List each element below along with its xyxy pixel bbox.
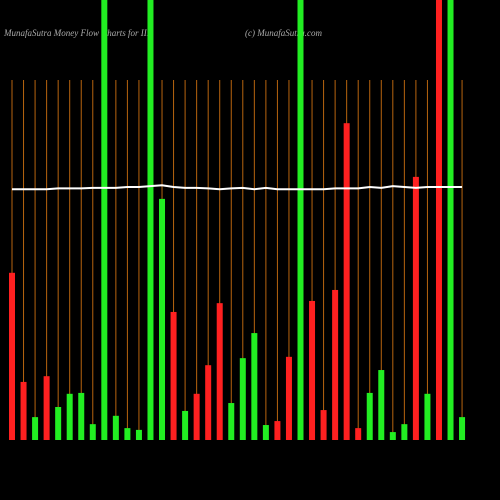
bar [66,393,73,440]
bar [170,311,177,440]
bar [182,410,189,440]
bar [389,432,396,440]
bar [343,123,350,440]
bar [378,370,385,440]
bar [205,365,212,440]
bar [147,0,154,440]
bar [239,358,246,440]
bar [101,0,108,440]
chart-subtitle: (c) MunafaSutra.com [245,28,322,38]
bar [332,289,339,440]
bar [32,417,39,440]
bar [43,376,50,440]
bar [251,333,258,440]
bar [297,0,304,440]
bar [78,392,85,440]
bar [193,393,200,440]
bar [55,407,62,440]
chart-title: MunafaSutra Money Flow Charts for IIII [3,28,154,38]
bar [401,424,408,440]
bar [112,415,119,440]
bar [309,300,316,440]
money-flow-line [12,184,463,191]
bar [447,0,454,440]
bar [20,381,27,440]
bar [435,0,442,440]
bar [366,392,373,440]
bar [159,198,166,440]
bar [320,410,327,440]
bar [9,272,15,440]
bar [124,428,131,440]
bar [274,421,281,440]
bar [355,428,362,440]
bar [459,417,466,440]
bar [228,403,235,440]
bar [262,425,269,440]
bar [216,303,223,440]
bar [285,356,292,440]
bar [424,393,431,440]
bar [135,429,142,440]
bar [89,424,96,440]
bar [412,176,419,440]
